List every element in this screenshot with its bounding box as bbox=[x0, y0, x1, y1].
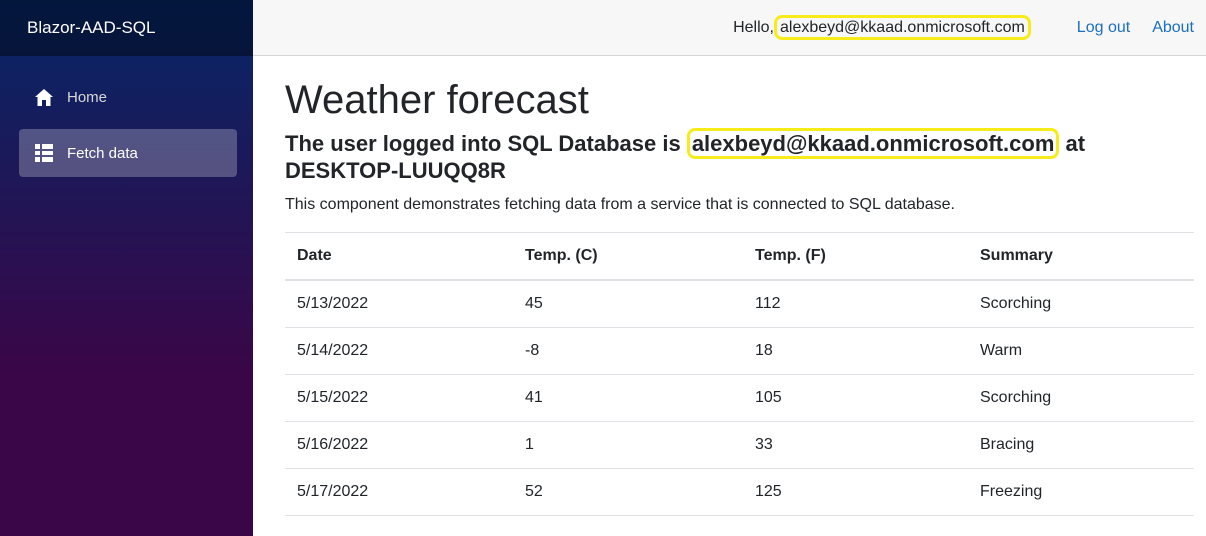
app-brand[interactable]: Blazor-AAD-SQL bbox=[27, 18, 156, 37]
cell-temp-f: 125 bbox=[743, 468, 968, 516]
table-row: 5/16/2022 1 33 Bracing bbox=[285, 421, 1194, 469]
column-header-summary: Summary bbox=[968, 232, 1194, 281]
brand-bar: Blazor-AAD-SQL bbox=[0, 0, 253, 56]
table-row: 5/17/2022 52 125 Freezing bbox=[285, 468, 1194, 516]
cell-date: 5/16/2022 bbox=[285, 421, 513, 469]
table-row: 5/13/2022 45 112 Scorching bbox=[285, 280, 1194, 328]
home-icon bbox=[35, 88, 53, 106]
cell-temp-f: 112 bbox=[743, 280, 968, 328]
sidebar-item-label: Home bbox=[67, 88, 108, 106]
cell-date: 5/17/2022 bbox=[285, 468, 513, 516]
cell-summary: Scorching bbox=[968, 374, 1194, 422]
cell-date: 5/13/2022 bbox=[285, 280, 513, 328]
cell-temp-c: 45 bbox=[513, 280, 743, 328]
table-row: 5/14/2022 -8 18 Warm bbox=[285, 327, 1194, 375]
cell-summary: Scorching bbox=[968, 280, 1194, 328]
logout-link[interactable]: Log out bbox=[1076, 18, 1131, 36]
cell-temp-c: 52 bbox=[513, 468, 743, 516]
greeting-prefix: Hello, bbox=[733, 18, 774, 36]
page-title: Weather forecast bbox=[285, 78, 589, 122]
user-greeting: Hello, alexbeyd@kkaad.onmicrosoft.com bbox=[733, 14, 1031, 40]
page-description: This component demonstrates fetching dat… bbox=[285, 196, 955, 213]
main-content: Weather forecast The user logged into SQ… bbox=[285, 56, 1194, 516]
column-header-temp-c: Temp. (C) bbox=[513, 232, 743, 281]
cell-temp-c: 41 bbox=[513, 374, 743, 422]
sql-host-name: DESKTOP-LUUQQ8R bbox=[285, 158, 506, 183]
column-header-date: Date bbox=[285, 232, 513, 281]
sidebar: Blazor-AAD-SQL Home Fetch data bbox=[0, 0, 253, 536]
top-row: Hello, alexbeyd@kkaad.onmicrosoft.com Log… bbox=[253, 0, 1206, 56]
sql-user-prefix: The user logged into SQL Database is bbox=[285, 131, 681, 156]
cell-date: 5/14/2022 bbox=[285, 327, 513, 375]
cell-summary: Freezing bbox=[968, 468, 1194, 516]
table-header-row: Date Temp. (C) Temp. (F) Summary bbox=[285, 232, 1194, 281]
cell-summary: Warm bbox=[968, 327, 1194, 375]
list-icon bbox=[35, 144, 53, 162]
table-row: 5/15/2022 41 105 Scorching bbox=[285, 374, 1194, 422]
cell-temp-f: 105 bbox=[743, 374, 968, 422]
column-header-temp-f: Temp. (F) bbox=[743, 232, 968, 281]
cell-temp-c: -8 bbox=[513, 327, 743, 375]
cell-summary: Bracing bbox=[968, 421, 1194, 469]
nav-menu: Home Fetch data bbox=[0, 56, 253, 177]
cell-temp-f: 18 bbox=[743, 327, 968, 375]
sidebar-item-home[interactable]: Home bbox=[19, 73, 237, 121]
cell-date: 5/15/2022 bbox=[285, 374, 513, 422]
sql-user-heading: The user logged into SQL Database is ale… bbox=[285, 128, 1194, 184]
sql-user-at: at bbox=[1065, 131, 1086, 156]
sidebar-item-fetch-data[interactable]: Fetch data bbox=[19, 129, 237, 177]
sidebar-item-label: Fetch data bbox=[67, 144, 138, 162]
cell-temp-f: 33 bbox=[743, 421, 968, 469]
cell-temp-c: 1 bbox=[513, 421, 743, 469]
sql-user-email: alexbeyd@kkaad.onmicrosoft.com bbox=[686, 128, 1060, 159]
about-link[interactable]: About bbox=[1152, 18, 1194, 36]
forecast-table: Date Temp. (C) Temp. (F) Summary 5/13/20… bbox=[285, 232, 1194, 516]
user-email: alexbeyd@kkaad.onmicrosoft.com bbox=[774, 14, 1031, 40]
